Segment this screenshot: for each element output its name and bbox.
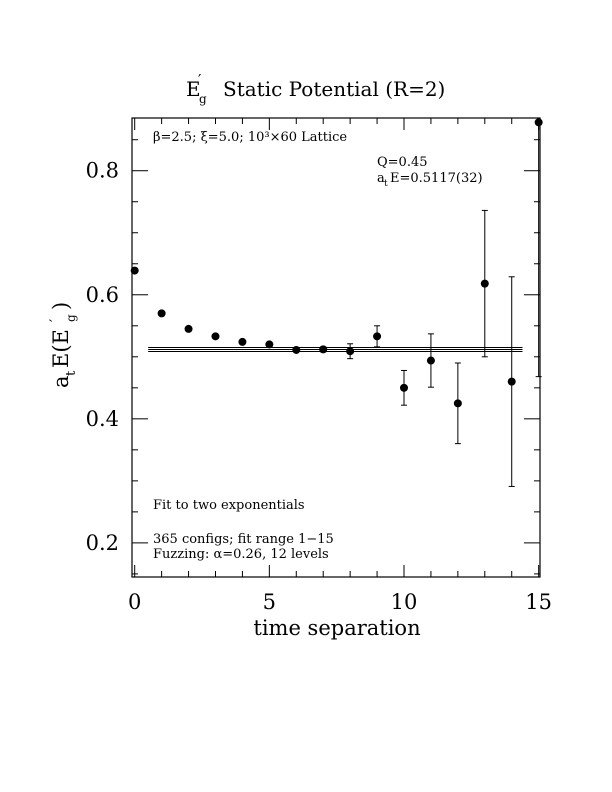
data-point [346, 347, 355, 356]
y-axis-label-prime: ′ [48, 319, 64, 322]
annotation-fit-result-subscript: t [384, 179, 388, 189]
data-point [319, 345, 328, 354]
data-point [211, 332, 220, 341]
chart-title-subscript: g [199, 92, 207, 106]
x-tick-label: 15 [525, 590, 552, 614]
data-point [534, 118, 543, 127]
data-point [292, 345, 301, 354]
annotation-fit-result: E=0.5117(32) [390, 171, 483, 186]
plot-frame [131, 117, 541, 578]
y-axis-label-g-sub: g [64, 314, 78, 322]
data-point [265, 340, 274, 349]
fit-band [148, 347, 523, 353]
y-tick-labels: 0.2 0.4 0.6 0.8 [86, 159, 119, 555]
data-point [453, 399, 462, 408]
y-axis-label-a: a [49, 375, 73, 388]
x-tick-labels: 0 5 10 15 [128, 590, 552, 614]
y-tick-label: 0.2 [86, 531, 119, 555]
x-axis-label: time separation [253, 616, 420, 640]
annotation-fuzzing: Fuzzing: α=0.26, 12 levels [153, 547, 329, 562]
annotation-lattice: β=2.5; ξ=5.0; 10³×60 Lattice [153, 130, 347, 145]
data-point [507, 377, 516, 386]
data-point [130, 266, 139, 275]
chart-title-main: E [186, 77, 201, 101]
chart-title-prime: ′ [198, 71, 202, 89]
x-tick-label: 0 [128, 590, 141, 614]
y-tick-label: 0.4 [86, 407, 119, 431]
annotation-fit-result-prefix: a [377, 171, 385, 186]
data-point [238, 337, 247, 346]
data-point [373, 332, 382, 341]
data-point [426, 356, 435, 365]
chart-title: Static Potential (R=2) [223, 77, 445, 101]
y-axis-label-e: E(E [49, 329, 73, 368]
y-tick-label: 0.6 [86, 283, 119, 307]
data-point [157, 309, 166, 318]
annotation-configs: 365 configs; fit range 1−15 [153, 532, 334, 547]
data-points [130, 118, 543, 487]
y-axis-label-close: ) [49, 302, 73, 310]
x-tick-label: 5 [263, 590, 276, 614]
data-point [184, 324, 193, 333]
y-tick-label: 0.8 [86, 159, 119, 183]
x-tick-label: 10 [391, 590, 418, 614]
annotation-q: Q=0.45 [377, 155, 428, 170]
annotation-fit-type: Fit to two exponentials [153, 498, 305, 513]
data-point [480, 279, 489, 288]
y-axis-label: a t E(E ′ g ) [48, 302, 79, 388]
data-point [400, 383, 408, 392]
y-axis-label-t-sub: t [64, 370, 79, 376]
